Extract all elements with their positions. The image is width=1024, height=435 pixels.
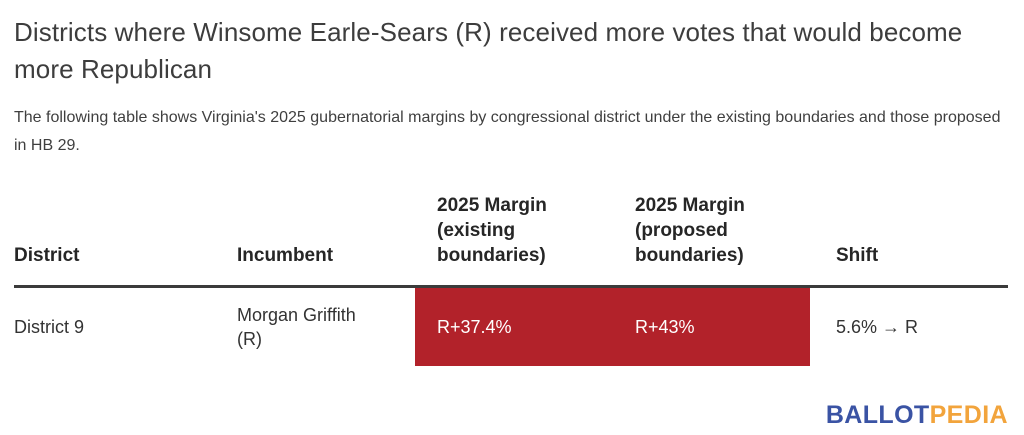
logo-pedia: PEDIA xyxy=(929,401,1008,429)
column-header-label: 2025 Margin (existing boundaries) xyxy=(437,195,547,266)
logo-ballot: BALLOT xyxy=(825,401,930,429)
column-header-label: Shift xyxy=(836,245,879,266)
column-header-label: 2025 Margin (proposed boundaries) xyxy=(635,195,745,266)
header-divider xyxy=(14,285,1008,288)
column-header-margin-existing: 2025 Margin (existing boundaries) xyxy=(415,193,613,285)
ballotpedia-logo: BALLOTPEDIA xyxy=(826,402,1008,428)
table-row-cell-district: District 9 xyxy=(14,317,85,337)
footer: BALLOTPEDIA xyxy=(14,402,1008,428)
table-row-cell-incumbent: Morgan Griffith (R) xyxy=(237,305,356,349)
column-header-incumbent: Incumbent xyxy=(237,193,415,285)
column-header-margin-proposed: 2025 Margin (proposed boundaries) xyxy=(613,193,810,285)
margins-table: District Incumbent 2025 Margin (existing… xyxy=(14,193,1008,366)
table-row-cell-shift: 5.6% → R xyxy=(836,317,919,337)
column-header-label: Incumbent xyxy=(237,245,334,266)
page-subtitle: The following table shows Virginia's 202… xyxy=(14,109,1001,154)
column-header-shift: Shift xyxy=(810,193,1008,285)
table-row-cell-margin-existing: R+37.4% xyxy=(415,288,613,366)
column-header-district: District xyxy=(14,193,237,285)
table-row-cell-margin-proposed: R+43% xyxy=(613,288,810,366)
page-title: Districts where Winsome Earle-Sears (R) … xyxy=(14,17,963,84)
column-header-label: District xyxy=(14,245,80,266)
